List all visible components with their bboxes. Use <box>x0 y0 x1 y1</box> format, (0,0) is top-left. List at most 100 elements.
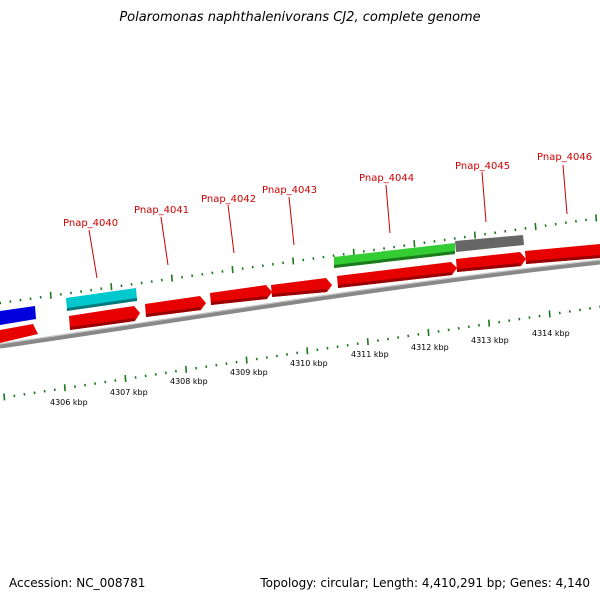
minor-tick <box>221 270 224 273</box>
minor-tick <box>568 310 571 313</box>
kbp-label-4313: 4313 kbp <box>471 336 509 345</box>
accession-text: Accession: NC_008781 <box>9 576 146 590</box>
kbp-label-4312: 4312 kbp <box>411 343 449 352</box>
minor-tick <box>494 231 497 235</box>
minor-tick <box>302 258 305 262</box>
minor-tick <box>433 239 436 243</box>
minor-tick <box>558 311 561 315</box>
major-tick <box>595 214 598 222</box>
minor-tick <box>211 271 214 275</box>
minor-tick <box>130 282 133 286</box>
minor-tick <box>554 222 557 226</box>
kbp-label-4311: 4311 kbp <box>351 350 389 359</box>
gene-label-pnap-4043: Pnap_4043 <box>262 185 317 196</box>
gene-label-pnap-4042: Pnap_4042 <box>201 194 256 205</box>
major-tick <box>124 374 127 383</box>
minor-tick <box>160 278 163 282</box>
minor-tick <box>463 235 466 239</box>
minor-tick <box>407 334 410 338</box>
minor-tick <box>437 330 440 333</box>
major-tick <box>185 365 188 373</box>
minor-tick <box>69 291 72 295</box>
minor-tick <box>372 248 375 252</box>
kbp-label-4314: 4314 kbp <box>532 329 570 338</box>
major-tick <box>63 384 66 392</box>
minor-tick <box>94 382 97 385</box>
major-tick <box>366 338 369 346</box>
minor-tick <box>84 383 87 387</box>
minor-tick <box>201 272 204 276</box>
gene-label-pnap-4046: Pnap_4046 <box>537 152 592 163</box>
minor-tick <box>104 380 107 384</box>
cyan-feature <box>66 288 137 310</box>
minor-tick <box>578 308 581 312</box>
minor-tick <box>265 356 268 359</box>
minor-tick <box>241 267 244 270</box>
minor-tick <box>0 301 2 305</box>
minor-tick <box>29 297 32 301</box>
major-tick <box>110 283 113 291</box>
minor-tick <box>90 288 93 292</box>
minor-tick <box>225 362 228 365</box>
minor-tick <box>484 232 487 236</box>
minor-tick <box>403 244 406 247</box>
minor-tick <box>514 228 517 232</box>
major-tick <box>534 222 537 231</box>
minor-tick <box>286 353 289 356</box>
minor-tick <box>114 379 117 382</box>
major-tick <box>413 240 416 248</box>
minor-tick <box>342 252 345 256</box>
minor-tick <box>9 300 12 303</box>
minor-tick <box>144 374 147 378</box>
kbp-label-4310: 4310 kbp <box>290 359 328 368</box>
minor-tick <box>544 224 547 227</box>
minor-tick <box>383 247 386 250</box>
cds-arrow-0 <box>0 324 38 343</box>
major-tick <box>292 257 295 265</box>
minor-tick <box>423 241 426 245</box>
minor-tick <box>120 284 123 288</box>
major-tick <box>306 347 309 355</box>
minor-tick <box>154 373 157 376</box>
genome-summary-text: Topology: circular; Length: 4,410,291 bp… <box>260 576 590 590</box>
upper-tick-track <box>0 214 598 305</box>
minor-tick <box>362 250 365 253</box>
minor-tick <box>585 218 588 222</box>
minor-tick <box>140 281 143 285</box>
minor-tick <box>326 346 329 350</box>
minor-tick <box>356 342 359 346</box>
lower-tick-track <box>3 305 600 401</box>
minor-tick <box>322 255 325 259</box>
cds-arrow-pnap-4040 <box>69 306 140 330</box>
minor-tick <box>393 245 396 249</box>
minor-tick <box>477 323 480 327</box>
gene-label-pnap-4044: Pnap_4044 <box>359 173 414 184</box>
major-tick <box>548 310 551 318</box>
kbp-label-4309: 4309 kbp <box>230 368 268 377</box>
major-tick <box>352 248 355 256</box>
minor-tick <box>215 363 218 367</box>
minor-tick <box>33 391 36 395</box>
minor-tick <box>19 298 22 302</box>
minor-tick <box>447 328 450 332</box>
major-tick <box>488 319 491 327</box>
minor-tick <box>538 314 541 318</box>
kbp-label-4308: 4308 kbp <box>170 377 208 386</box>
major-tick <box>49 291 52 299</box>
minor-tick <box>251 265 254 269</box>
genome-backbone-highlight <box>0 259 600 345</box>
minor-tick <box>467 325 470 329</box>
minor-tick <box>296 351 299 355</box>
minor-tick <box>150 280 153 283</box>
major-tick <box>3 393 6 401</box>
minor-tick <box>346 343 349 347</box>
major-tick <box>231 265 234 274</box>
minor-tick <box>181 275 184 279</box>
map-title: Polaromonas naphthalenivorans CJ2, compl… <box>119 10 481 25</box>
gene-label-pnap-4045: Pnap_4045 <box>455 161 510 172</box>
minor-tick <box>443 238 446 242</box>
gene-label-pnap-4041: Pnap_4041 <box>134 205 189 216</box>
minor-tick <box>282 261 285 265</box>
minor-tick <box>205 365 208 369</box>
